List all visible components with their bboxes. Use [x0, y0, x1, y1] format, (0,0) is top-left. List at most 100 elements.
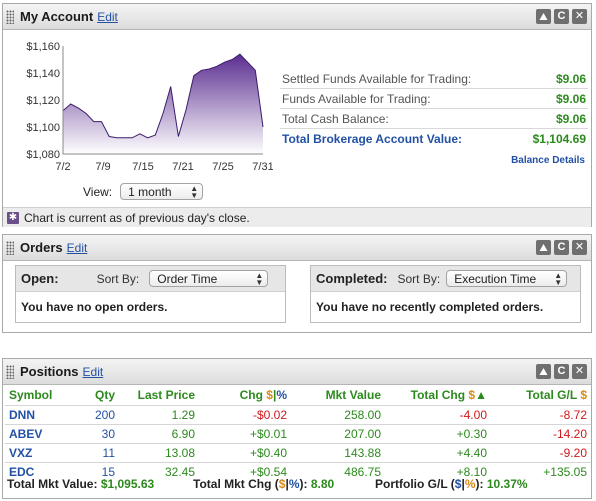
refresh-icon[interactable]: C: [554, 240, 569, 255]
gl-pct-toggle[interactable]: %: [464, 477, 476, 491]
panel-title: My Account Edit: [20, 9, 118, 24]
panel-controls: C ✕: [536, 9, 587, 24]
col-total-gl[interactable]: Total G/L $: [491, 385, 591, 405]
balance-summary: Settled Funds Available for Trading: $9.…: [280, 69, 588, 149]
symbol-link[interactable]: EDC: [5, 461, 67, 481]
y-tick-label: $1,160: [26, 41, 60, 53]
drag-grip-icon[interactable]: [6, 10, 14, 24]
balance-details-link[interactable]: Balance Details: [511, 155, 585, 166]
gl-dollar-toggle[interactable]: $: [454, 477, 462, 491]
close-icon[interactable]: ✕: [572, 9, 587, 24]
mkt-value-cell: 207.00: [291, 423, 385, 443]
symbol-link[interactable]: DNN: [5, 404, 67, 424]
refresh-icon[interactable]: C: [554, 9, 569, 24]
mkt-chg-separator: |: [285, 477, 289, 491]
chart-note: ✱ Chart is current as of previous day's …: [3, 207, 591, 227]
col-last-price[interactable]: Last Price: [137, 387, 195, 402]
edit-link[interactable]: Edit: [82, 365, 104, 379]
mkt-value-cell: 258.00: [291, 404, 385, 424]
drag-grip-icon[interactable]: [6, 365, 14, 379]
close-icon[interactable]: ✕: [572, 240, 587, 255]
collapse-icon[interactable]: [536, 364, 551, 379]
last-price-cell: 32.45: [119, 461, 199, 481]
mkt-chg-dollar-toggle[interactable]: $: [278, 477, 286, 491]
x-tick-label: 7/31: [252, 161, 273, 173]
col-symbol[interactable]: Symbol: [9, 387, 53, 402]
completed-orders-box: Completed: Sort By: Execution Time ▲ ▼ Yo…: [310, 265, 581, 323]
edit-link[interactable]: Edit: [66, 241, 88, 255]
refresh-icon[interactable]: C: [554, 364, 569, 379]
orders-panel: Orders Edit C ✕ Open: Sort By: Order Time…: [2, 234, 592, 333]
portfolio-gl-label: Portfolio G/L (: [375, 477, 455, 491]
total-gl-dollar-toggle[interactable]: $: [580, 387, 587, 402]
chg-pct-toggle[interactable]: %: [276, 387, 287, 402]
total-chg-cell: +8.10: [385, 461, 491, 481]
col-qty[interactable]: Qty: [94, 387, 115, 402]
x-tick-label: 7/2: [55, 161, 70, 173]
open-sort-select[interactable]: Order Time ▲ ▼: [149, 270, 269, 287]
completed-sort-select[interactable]: Execution Time ▲ ▼: [446, 270, 568, 287]
total-chg-cell: +0.30: [385, 423, 491, 443]
select-value: Order Time: [157, 271, 218, 286]
positions-table: Symbol Qty Last Price Chg $|% Mkt Value …: [5, 385, 591, 481]
positions-header-row: Symbol Qty Last Price Chg $|% Mkt Value …: [5, 385, 591, 405]
table-row: DNN 200 1.29 -$0.02 258.00 -4.00 -8.72: [5, 404, 591, 424]
panel-title-text: My Account: [20, 9, 94, 24]
mkt-chg-pct-toggle[interactable]: %: [288, 477, 300, 491]
panel-title-text: Positions: [20, 364, 79, 379]
panel-controls: C ✕: [536, 364, 587, 379]
col-mkt-value[interactable]: Mkt Value: [325, 387, 381, 402]
x-tick-label: 7/21: [172, 161, 193, 173]
chart-line-series: [62, 53, 264, 139]
col-chg[interactable]: Chg $|%: [199, 385, 291, 405]
chg-cell: +$0.01: [199, 423, 291, 443]
total-chg-cell: +4.40: [385, 442, 491, 462]
y-tick-label: $1,080: [26, 149, 60, 161]
sort-by-label: Sort By:: [397, 271, 441, 286]
x-tick-label: 7/25: [212, 161, 233, 173]
positions-totals: Total Mkt Value: $1,095.63 Total Mkt Chg…: [7, 477, 591, 491]
row-value: $9.06: [555, 111, 586, 126]
mkt-value-cell: 143.88: [291, 442, 385, 462]
mkt-value-cell: 486.75: [291, 461, 385, 481]
symbol-link[interactable]: ABEV: [5, 423, 67, 443]
chg-label: Chg: [239, 387, 263, 402]
chg-cell: +$0.54: [199, 461, 291, 481]
symbol-link[interactable]: VXZ: [5, 442, 67, 462]
cash-balance-row: Total Cash Balance: $9.06: [280, 109, 588, 129]
panel-header: My Account Edit C ✕: [3, 4, 591, 30]
view-range-select[interactable]: 1 month ▲ ▼: [120, 183, 204, 200]
row-label: Funds Available for Trading:: [282, 91, 431, 106]
gl-close: ):: [475, 477, 484, 491]
drag-grip-icon[interactable]: [6, 241, 14, 255]
col-total-chg[interactable]: Total Chg $▲: [385, 385, 491, 405]
select-value: 1 month: [128, 184, 172, 199]
panel-controls: C ✕: [536, 240, 587, 255]
collapse-icon[interactable]: [536, 240, 551, 255]
chg-dollar-toggle[interactable]: $: [266, 387, 273, 402]
total-chg-dollar-toggle[interactable]: $: [468, 387, 476, 402]
open-label: Open:: [21, 271, 59, 286]
panel-header: Orders Edit C ✕: [3, 235, 591, 261]
panel-title-text: Orders: [20, 240, 63, 255]
completed-orders-message: You have no recently completed orders.: [316, 300, 544, 314]
total-gl-cell: -8.72: [491, 404, 591, 424]
my-account-panel: My Account Edit C ✕ $1,160 $1,140 $1,120 $1,…: [2, 3, 592, 227]
y-tick-label: $1,140: [26, 68, 60, 80]
collapse-icon[interactable]: [536, 9, 551, 24]
edit-link[interactable]: Edit: [97, 10, 118, 24]
total-gl-label: Total G/L: [526, 387, 577, 402]
completed-orders-header: Completed: Sort By: Execution Time ▲ ▼: [311, 266, 580, 292]
select-arrows-icon: ▲ ▼: [554, 270, 563, 287]
x-tick-label: 7/15: [132, 161, 153, 173]
row-value: $9.06: [555, 71, 586, 86]
completed-label: Completed:: [316, 271, 388, 286]
chg-cell: +$0.40: [199, 442, 291, 462]
row-value: $1,104.69: [532, 132, 586, 146]
chart-axes: [62, 46, 263, 155]
funds-available-row: Funds Available for Trading: $9.06: [280, 89, 588, 109]
table-row: ABEV 30 6.90 +$0.01 207.00 +0.30 -14.20: [5, 423, 591, 443]
total-gl-cell: +135.05: [491, 461, 591, 481]
close-icon[interactable]: ✕: [572, 364, 587, 379]
